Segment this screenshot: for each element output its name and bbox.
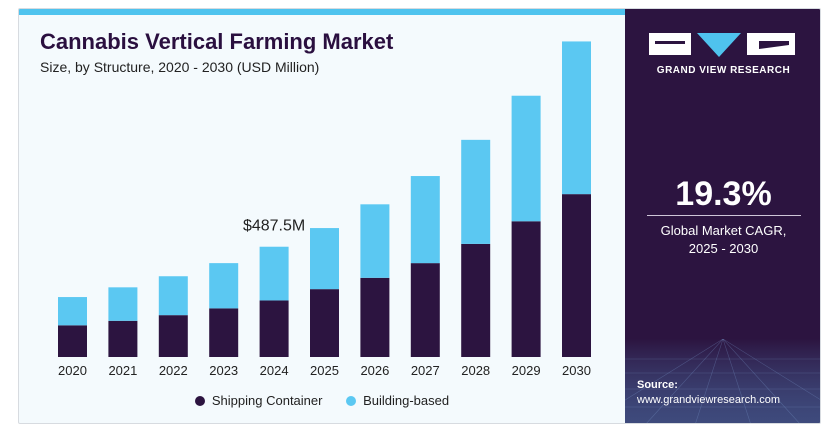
legend-item-building-based: Building-based bbox=[346, 393, 449, 408]
legend-label-shipping-container: Shipping Container bbox=[211, 393, 323, 408]
chart-panel: Cannabis Vertical Farming Market Size, b… bbox=[19, 9, 625, 423]
cagr-label-line1: Global Market CAGR, bbox=[660, 223, 787, 238]
x-tick-label-2029: 2029 bbox=[512, 363, 541, 378]
source-url: www.grandviewresearch.com bbox=[637, 394, 781, 406]
chart-title: Cannabis Vertical Farming Market bbox=[40, 29, 394, 54]
x-tick-label-2028: 2028 bbox=[461, 363, 490, 378]
legend-swatch-building-based bbox=[346, 395, 357, 406]
bar-shipping-container-2030 bbox=[562, 194, 591, 357]
bar-building-based-2023 bbox=[209, 263, 239, 309]
bar-building-based-2021 bbox=[108, 287, 138, 321]
x-tick-label-2020: 2020 bbox=[58, 363, 87, 378]
bar-building-based-2020 bbox=[58, 297, 87, 326]
bar-building-based-2024 bbox=[259, 246, 289, 301]
legend-item-shipping-container: Shipping Container bbox=[194, 393, 323, 408]
cagr-value: 19.3% bbox=[675, 175, 772, 213]
brand-name: GRAND VIEW RESEARCH bbox=[656, 65, 791, 76]
bar-chart: 2020 2021 2022 2023 2024 2025 2026 2027 2028 2029… bbox=[58, 41, 591, 378]
x-tick-label-2023: 2023 bbox=[209, 363, 238, 378]
data-label-2024: $487.5M bbox=[243, 218, 305, 235]
bar-shipping-container-2027 bbox=[410, 263, 440, 357]
x-tick-label-2025: 2025 bbox=[310, 363, 339, 378]
bar-shipping-container-2026 bbox=[360, 277, 390, 357]
source-label: Source: bbox=[637, 379, 678, 391]
legend-swatch-shipping-container bbox=[194, 395, 205, 406]
legend-label-building-based: Building-based bbox=[363, 393, 450, 408]
bar-shipping-container-2024 bbox=[259, 300, 289, 357]
divider bbox=[647, 215, 801, 216]
x-tick-label-2027: 2027 bbox=[411, 363, 440, 378]
chart-card: Cannabis Vertical Farming Market Size, b… bbox=[18, 8, 821, 424]
cagr-label-line2: 2025 - 2030 bbox=[688, 241, 759, 256]
bar-building-based-2026 bbox=[360, 204, 390, 278]
cagr-label: Global Market CAGR, 2025 - 2030 bbox=[625, 222, 820, 258]
chart-subtitle: Size, by Structure, 2020 - 2030 (USD Mil… bbox=[40, 59, 320, 75]
bar-building-based-2027 bbox=[410, 176, 440, 264]
x-tick-label-2022: 2022 bbox=[159, 363, 188, 378]
bar-shipping-container-2023 bbox=[209, 308, 239, 357]
bar-building-based-2028 bbox=[461, 139, 491, 244]
bar-shipping-container-2021 bbox=[108, 320, 138, 357]
bar-building-based-2029 bbox=[511, 95, 541, 222]
grand-view-research-logo bbox=[649, 33, 795, 57]
accent-bar bbox=[19, 9, 625, 15]
bar-shipping-container-2028 bbox=[461, 243, 491, 357]
x-tick-label-2026: 2026 bbox=[360, 363, 389, 378]
bar-building-based-2022 bbox=[158, 276, 188, 316]
x-tick-label-2030: 2030 bbox=[562, 363, 591, 378]
bar-shipping-container-2029 bbox=[511, 221, 541, 357]
bar-shipping-container-2022 bbox=[158, 315, 188, 357]
x-tick-label-2024: 2024 bbox=[260, 363, 289, 378]
x-tick-label-2021: 2021 bbox=[108, 363, 137, 378]
bar-shipping-container-2020 bbox=[58, 325, 87, 357]
bar-building-based-2025 bbox=[310, 228, 339, 290]
chart-legend: Shipping Container Building-based bbox=[19, 393, 625, 409]
bar-shipping-container-2025 bbox=[310, 289, 339, 357]
decorative-grid bbox=[625, 339, 820, 423]
bar-building-based-2030 bbox=[562, 41, 591, 195]
info-sidebar: GRAND VIEW RESEARCH 19.3% Global Market … bbox=[625, 9, 820, 423]
